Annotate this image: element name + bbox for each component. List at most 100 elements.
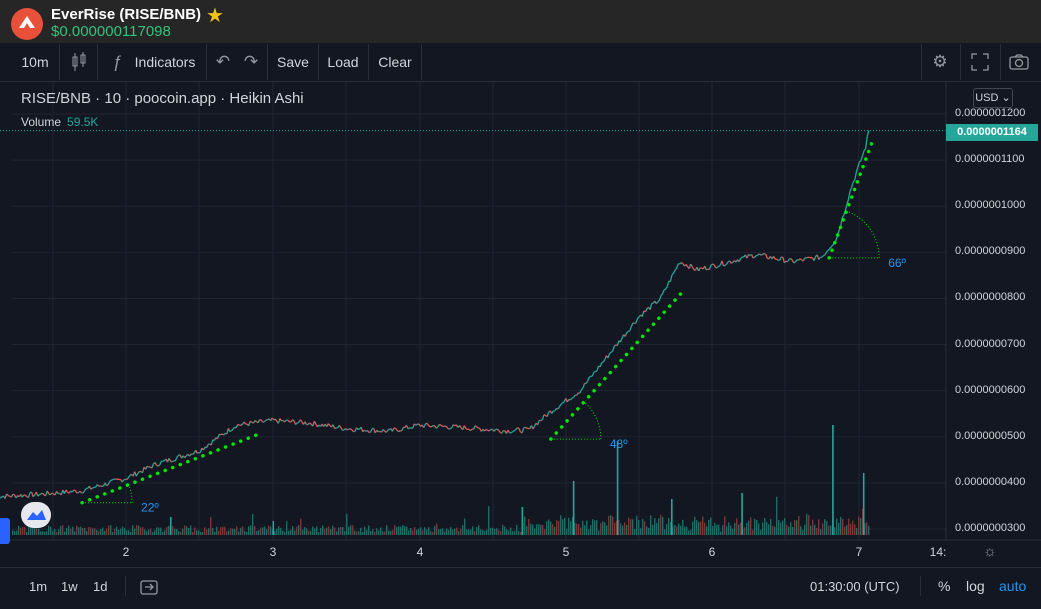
- price-segment: [177, 455, 179, 457]
- utc-time[interactable]: 01:30:00 (UTC): [810, 568, 900, 605]
- volume-bar: [830, 526, 831, 535]
- percent-toggle[interactable]: %: [938, 568, 950, 605]
- angle-label: 66º: [888, 256, 906, 270]
- trendline[interactable]: [551, 292, 683, 440]
- volume-bar: [222, 527, 223, 535]
- volume-bar: [546, 521, 547, 535]
- volume-bar: [140, 527, 141, 535]
- volume-spike: [671, 499, 673, 535]
- candles-icon[interactable]: [66, 43, 92, 81]
- price-segment: [570, 398, 572, 399]
- save-button[interactable]: Save: [272, 43, 314, 81]
- time-tick-label: 7: [856, 545, 863, 559]
- price-segment: [555, 408, 557, 410]
- fx-icon[interactable]: ƒ: [106, 43, 128, 81]
- volume-bar: [256, 531, 257, 535]
- volume-spike: [832, 425, 834, 535]
- volume-bar: [310, 531, 311, 535]
- volume-bar: [372, 529, 373, 535]
- volume-bar: [122, 527, 123, 535]
- log-toggle[interactable]: log: [966, 568, 985, 605]
- date-range-icon[interactable]: [140, 568, 158, 605]
- price-segment: [192, 453, 194, 454]
- price-segment: [52, 493, 54, 494]
- price-segment: [831, 245, 833, 247]
- price-segment: [547, 412, 549, 416]
- undo-icon[interactable]: ↶: [212, 43, 234, 81]
- price-segment: [828, 249, 830, 251]
- price-segment: [642, 311, 644, 317]
- volume-bar: [236, 526, 237, 535]
- price-segment: [588, 377, 590, 381]
- volume-bar: [316, 526, 317, 535]
- redo-icon[interactable]: ↷: [240, 43, 262, 81]
- price-segment: [681, 263, 683, 264]
- volume-bar: [20, 528, 21, 535]
- volume-bar: [440, 529, 441, 535]
- price-segment: [675, 268, 677, 270]
- volume-bar: [210, 517, 211, 535]
- price-segment: [310, 423, 312, 424]
- price-segment: [567, 399, 569, 402]
- price-segment: [238, 424, 240, 425]
- volume-bar: [724, 516, 725, 535]
- time-tick-label: 6: [709, 545, 716, 559]
- volume-bar: [838, 523, 839, 535]
- time-scale-settings-icon[interactable]: ☼: [983, 541, 997, 563]
- price-segment: [431, 426, 433, 427]
- volume-bar: [216, 527, 217, 535]
- price-segment: [706, 269, 708, 270]
- volume-bar: [690, 530, 691, 535]
- volume-bar: [66, 528, 67, 535]
- volume-bar: [594, 520, 595, 535]
- gear-icon[interactable]: ⚙: [927, 43, 953, 81]
- price-segment: [185, 456, 187, 458]
- price-segment: [522, 428, 524, 433]
- price-segment: [650, 303, 652, 309]
- star-icon[interactable]: ★: [206, 3, 224, 28]
- volume-bar: [394, 525, 395, 535]
- volume-bar: [162, 532, 163, 535]
- currency-select[interactable]: USD ⌄: [973, 88, 1013, 108]
- price-segment: [541, 420, 543, 421]
- volume-bar: [514, 531, 515, 535]
- volume-bar: [726, 526, 727, 535]
- left-panel-toggle[interactable]: [0, 518, 10, 544]
- volume-bar: [312, 527, 313, 535]
- price-segment: [22, 495, 24, 497]
- price-segment: [427, 423, 429, 425]
- interval-button[interactable]: 10m: [12, 43, 58, 81]
- volume-bar: [462, 525, 463, 535]
- auto-toggle[interactable]: auto: [999, 568, 1026, 605]
- clear-button[interactable]: Clear: [372, 43, 418, 81]
- volume-bar: [478, 525, 479, 535]
- volume-bar: [528, 519, 529, 535]
- camera-icon[interactable]: [1005, 43, 1033, 81]
- fullscreen-icon[interactable]: [966, 43, 994, 81]
- price-segment: [147, 466, 149, 467]
- price-segment: [560, 404, 562, 406]
- price-segment: [397, 430, 399, 431]
- price-segment: [441, 425, 443, 426]
- indicators-button[interactable]: Indicators: [130, 43, 200, 81]
- volume-bar: [100, 529, 101, 535]
- load-button[interactable]: Load: [322, 43, 364, 81]
- volume-bar: [112, 532, 113, 535]
- volume-bar: [128, 530, 129, 535]
- volume-bar: [172, 526, 173, 535]
- toolbar-divider: [421, 44, 422, 80]
- range-1w-button[interactable]: 1w: [61, 568, 78, 605]
- price-segment: [544, 415, 546, 416]
- range-1m-button[interactable]: 1m: [29, 568, 47, 605]
- volume-bar: [524, 517, 525, 535]
- volume-bar: [826, 521, 827, 535]
- volume-spike: [170, 517, 172, 535]
- volume-bar: [38, 529, 39, 535]
- volume-bar: [784, 518, 785, 535]
- trendline[interactable]: [82, 434, 258, 502]
- price-segment: [699, 268, 701, 271]
- volume-bar: [782, 521, 783, 535]
- range-1d-button[interactable]: 1d: [93, 568, 107, 605]
- volume-bar: [664, 529, 665, 535]
